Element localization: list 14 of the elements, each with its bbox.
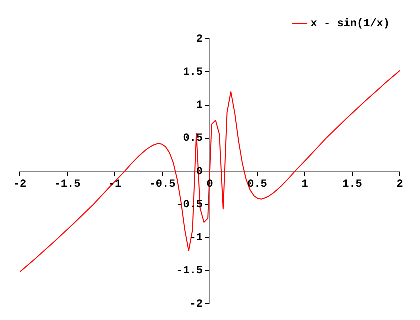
x-tick-label: -2 <box>13 178 27 191</box>
y-tick-label: -1.5 <box>176 266 204 278</box>
x-tick-label: 0.5 <box>248 178 268 191</box>
y-tick-label: -2 <box>190 298 203 311</box>
y-tick-label: -1 <box>190 232 204 245</box>
y-tick-label: 2 <box>196 34 203 46</box>
y-tick-label: 1.5 <box>183 66 204 79</box>
x-tick-label: 1 <box>302 178 309 191</box>
y-tick-label: 1 <box>196 100 204 112</box>
x-tick-label: 2 <box>396 178 404 191</box>
x-tick-label: -1.5 <box>54 178 82 191</box>
x-tick-label: 1.5 <box>342 178 363 191</box>
legend-label: x - sin(1/x) <box>310 18 390 30</box>
x-tick-label: -0.5 <box>149 178 176 191</box>
